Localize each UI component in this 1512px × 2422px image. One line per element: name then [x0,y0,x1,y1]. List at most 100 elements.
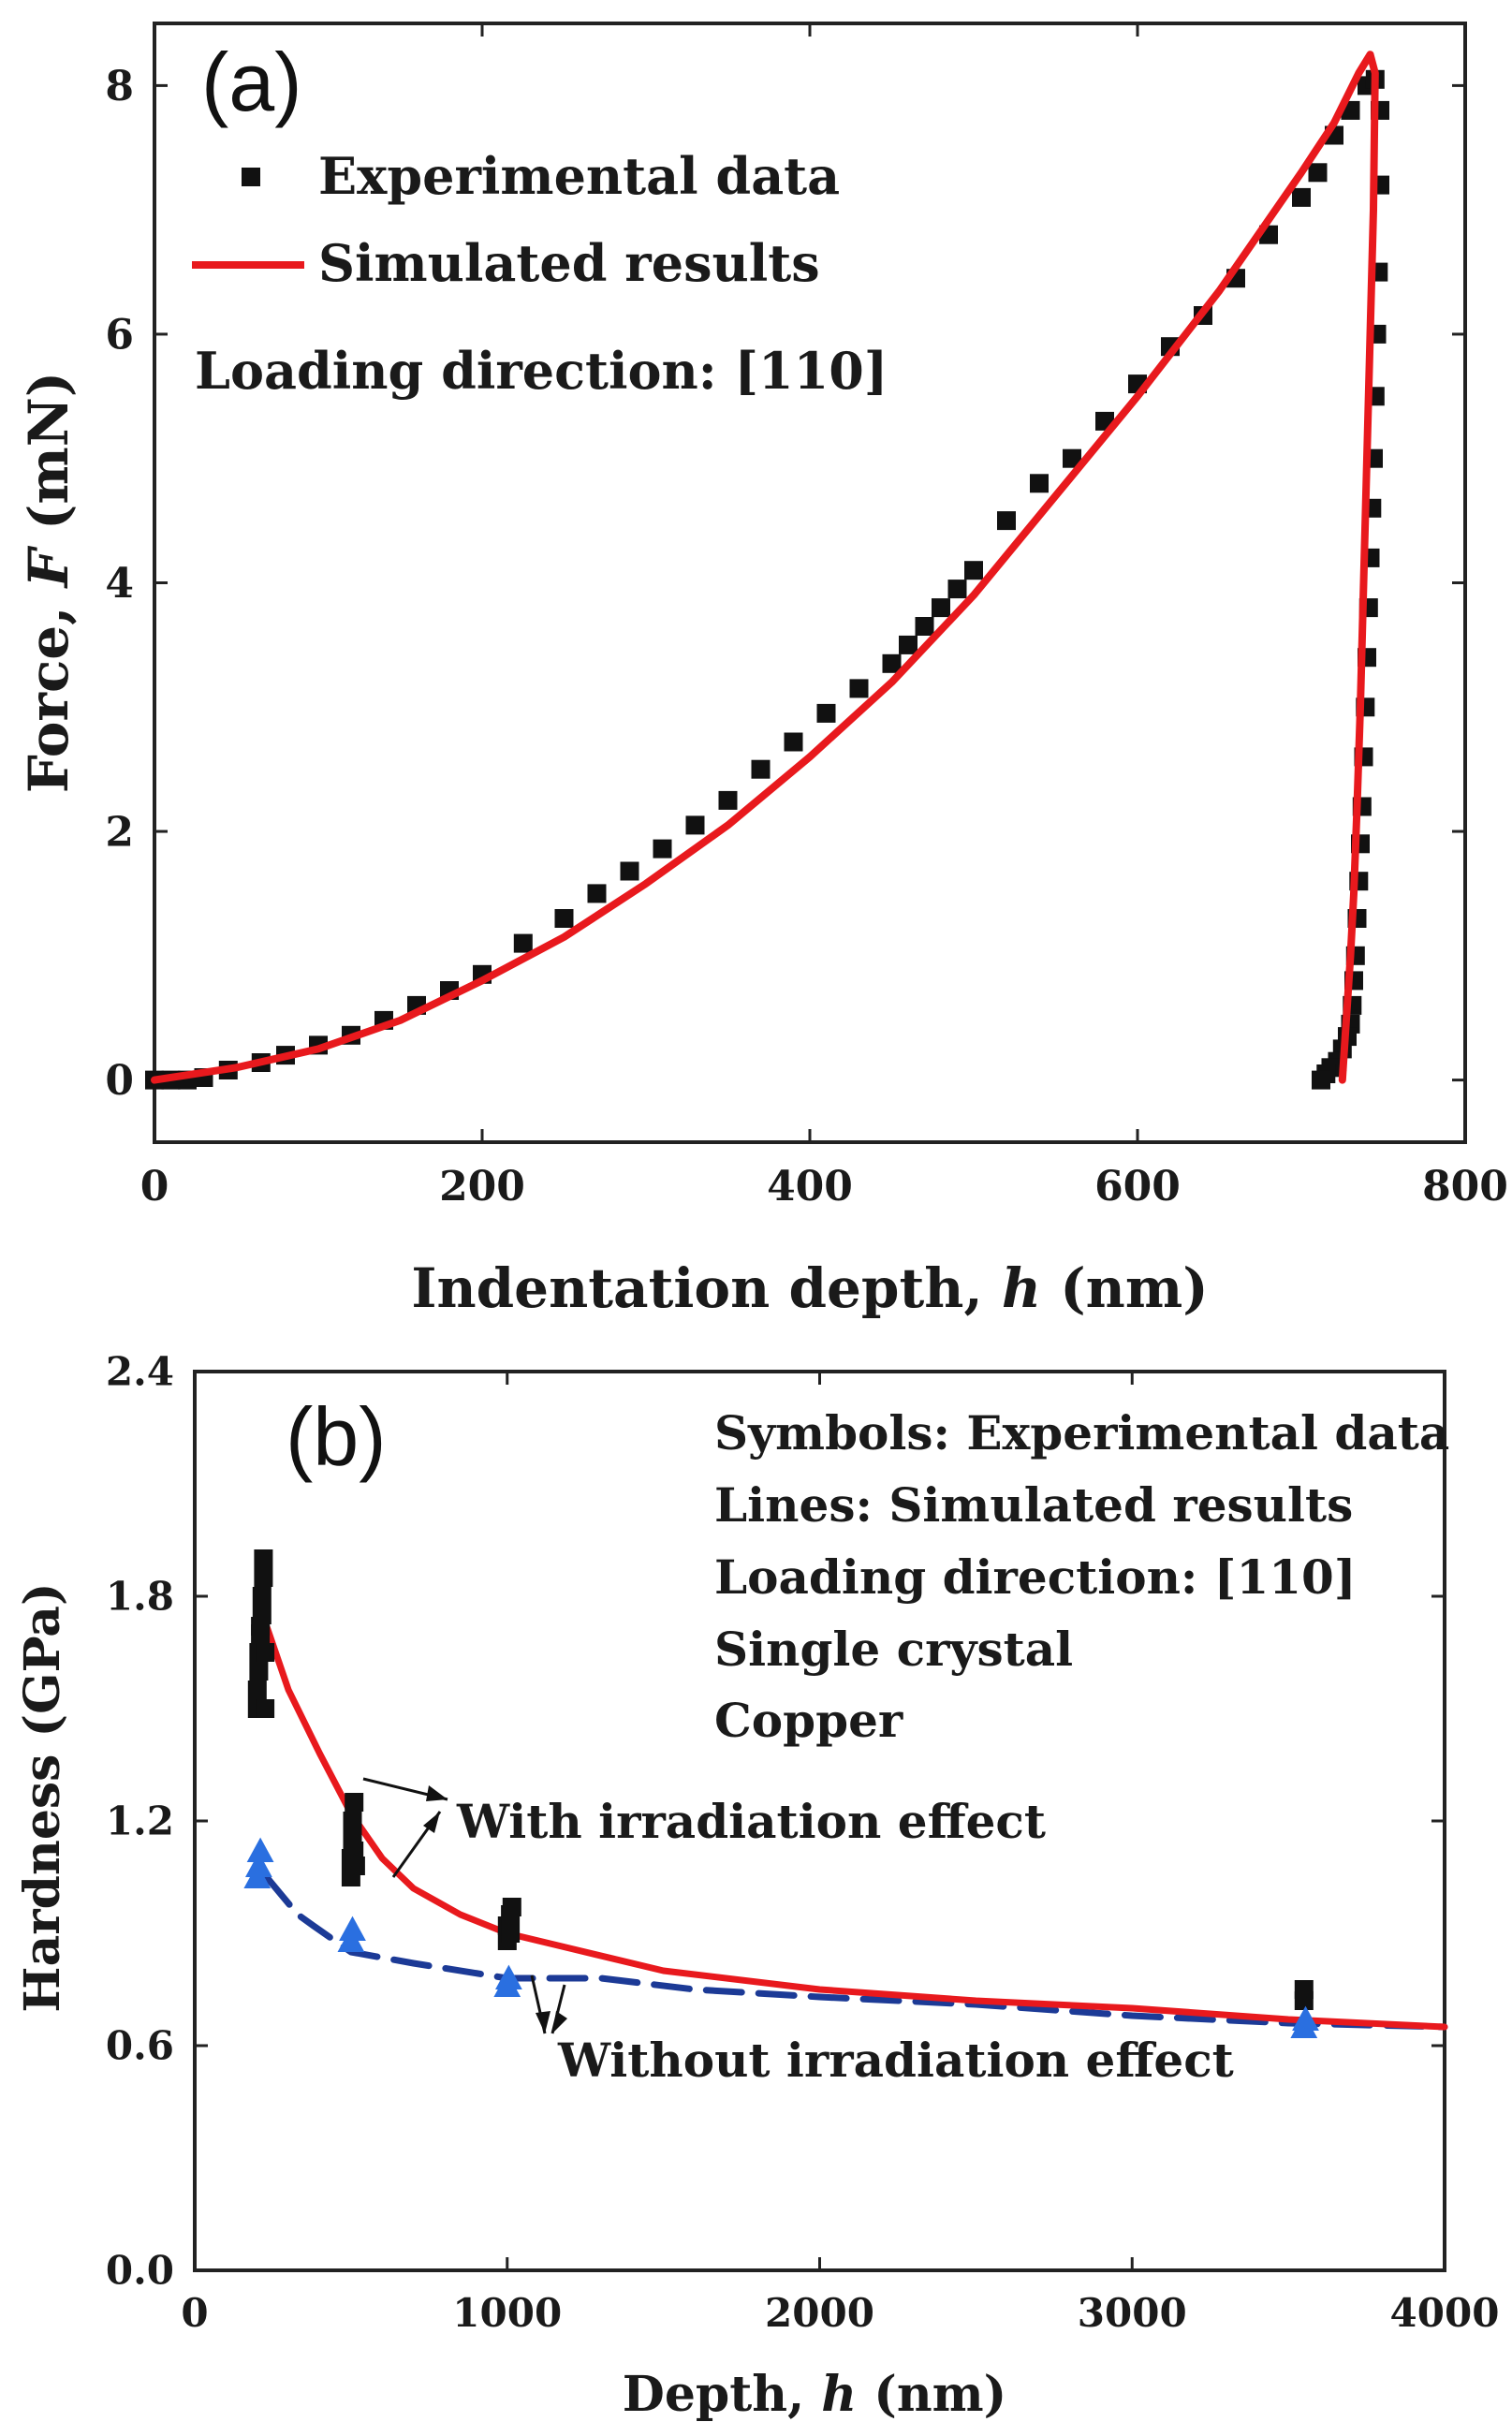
experimental-data-point [947,580,967,599]
experimental-with-irradiation-point [345,1857,365,1875]
panel-a-x-tick-label: 400 [767,1163,853,1211]
panel-a-loading-direction: Loading direction: [110] [195,341,888,401]
experimental-data-point [1292,187,1311,207]
experimental-data-point [587,884,607,903]
panel-b-note-2: Lines: Simulated results [714,1477,1353,1533]
panel-b-x-axis-title-main: Depth, [623,2366,804,2422]
panel-a-y-tick-label: 6 [105,311,134,359]
panel-a: 0 200 400 600 800 0 2 4 6 8 (a) Experimental data… [17,22,1508,1320]
experimental-without-irradiation-point [246,1837,274,1862]
experimental-data-point [1308,163,1328,183]
experimental-without-irradiation-point [245,1852,272,1877]
experimental-without-irradiation-point [495,1964,522,1989]
panel-a-y-axis-title-var: F [17,545,81,589]
experimental-with-irradiation-point [254,1568,273,1587]
panel-a-x-tick-label: 800 [1422,1163,1508,1211]
panel-a-y-tick-label: 0 [105,1057,134,1105]
panel-a-x-tick-label: 600 [1094,1163,1181,1211]
experimental-without-irradiation-point [339,1916,366,1941]
experimental-data-point [997,511,1016,531]
panel-a-x-axis-title-var: h [1002,1256,1041,1320]
experimental-data-point [513,933,533,953]
panel-a-series [145,51,1389,1090]
experimental-with-irradiation-point [256,1699,275,1718]
experimental-with-irradiation-point [501,1924,521,1943]
experimental-with-irradiation-point [345,1842,364,1860]
annotation-without-arrowhead-1 [536,2011,550,2033]
panel-b-note-5: Copper [714,1693,903,1748]
experimental-with-irradiation-point [345,1793,364,1812]
experimental-with-irradiation-point [502,1898,521,1916]
panel-b-y-tick-label: 0.0 [106,2248,174,2294]
experimental-with-irradiation-point [252,1606,272,1624]
experimental-with-irradiation-point [249,1662,269,1681]
experimental-data-point [849,679,869,698]
panel-a-y-tick-label: 4 [105,560,134,608]
panel-b-note-4: Single crystal [714,1622,1073,1677]
panel-b-note-3: Loading direction: [110] [714,1549,1356,1605]
experimental-without-irradiation-point [1292,2005,1319,2031]
panel-b-y-tick-label: 2.4 [106,1349,174,1395]
experimental-data-point [1312,1070,1330,1090]
panel-a-label: (a) [201,36,302,128]
annotation-with-label: With irradiation effect [456,1794,1046,1849]
experimental-data-point [882,653,902,673]
experimental-with-irradiation-point [343,1812,362,1830]
panel-a-ticks [153,23,1467,1142]
panel-b-x-tick-label: 2000 [765,2290,874,2336]
experimental-data-point [653,839,672,859]
panel-b-label: (b) [286,1390,387,1483]
panel-b-x-tick-label: 3000 [1078,2290,1187,2336]
panel-b-annotation-with: With irradiation effect [362,1777,1046,1878]
experimental-with-irradiation-point [252,1587,272,1606]
panel-b-note-1: Symbols: Experimental data [714,1405,1449,1461]
panel-a-x-tick-label: 200 [439,1163,525,1211]
legend-experimental-marker [242,168,260,186]
panel-b-annotation-without: Without irradiation effect [530,1974,1234,2088]
panel-a-tick-labels: 0 200 400 600 800 0 2 4 6 8 [105,63,1508,1211]
panel-b-tick-labels: 0 1000 2000 3000 4000 0.0 0.6 1.2 1.8 2.4 [106,1349,1500,2336]
experimental-data-point [816,703,836,723]
panel-b-y-tick-label: 1.2 [106,1798,174,1844]
panel-a-y-axis-title-main: Force, [17,607,81,794]
experimental-data-point [751,759,771,779]
panel-b-ticks [193,1370,1446,2272]
panel-b-y-tick-label: 1.8 [106,1574,174,1620]
panel-b-series [243,1549,1448,2038]
panel-b-x-axis-title-var: h [821,2366,857,2422]
panel-b-x-tick-label: 4000 [1390,2290,1500,2336]
panel-b-x-axis-title: Depth, h (nm) [623,2366,1007,2422]
panel-a-y-tick-label: 2 [105,808,134,856]
legend-simulated-label: Simulated results [318,233,820,293]
experimental-data-point [718,790,738,810]
annotation-without-arrowhead-2 [552,2011,567,2033]
simulated-without-irradiation-line [263,1873,1448,2031]
experimental-data-point [899,635,917,654]
simulated-results-line [151,51,1379,1084]
panel-a-legend: Experimental data Simulated results Load… [192,146,888,401]
experimental-data-point [932,598,950,618]
experimental-data-point [964,561,983,580]
panel-a-x-axis-title: Indentation depth, h (nm) [411,1256,1208,1320]
experimental-data-point [784,732,803,752]
panel-a-y-axis-title: Force, F (mN) [17,372,81,794]
panel-a-x-axis-title-unit: (nm) [1060,1256,1208,1320]
experimental-with-irradiation-point [256,1643,275,1662]
panel-a-y-tick-label: 8 [105,63,134,110]
experimental-with-irradiation-point [254,1549,273,1568]
legend-experimental-label: Experimental data [318,146,840,206]
panel-b-x-axis-title-unit: (nm) [873,2366,1006,2422]
experimental-data-point [554,909,574,928]
annotation-without-label: Without irradiation effect [557,2033,1234,2088]
panel-a-x-axis-title-main: Indentation depth, [411,1256,982,1320]
annotation-with-arrowhead-2 [423,1812,440,1833]
annotation-with-arrowhead-1 [426,1785,448,1801]
experimental-data-point [915,617,934,636]
experimental-with-irradiation-point [247,1681,267,1699]
experimental-data-point [1063,448,1081,468]
panel-b-x-tick-label: 0 [181,2290,208,2336]
panel-a-x-tick-label: 0 [140,1163,169,1211]
panel-b-notes: Symbols: Experimental data Lines: Simula… [714,1405,1449,1748]
experimental-data-point [1030,474,1049,493]
